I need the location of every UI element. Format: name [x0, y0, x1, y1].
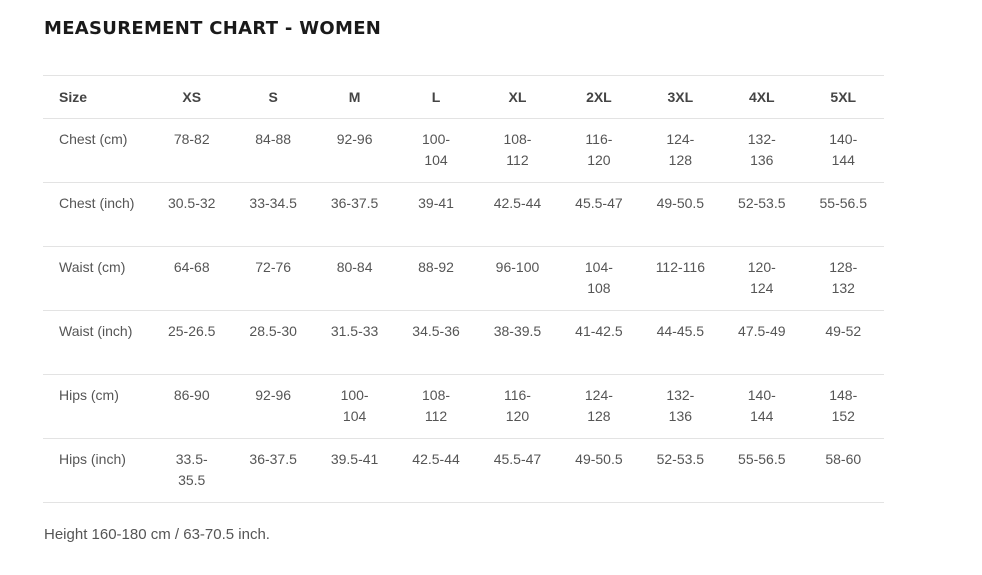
measurement-cell: 140-144 — [721, 374, 803, 439]
measurement-cell: 45.5-47 — [476, 438, 559, 503]
height-note: Height 160-180 cm / 63-70.5 inch. — [44, 526, 270, 543]
measurement-cell: 116-120 — [558, 118, 640, 183]
table-header-row: Size XS S M L XL 2XL 3XL 4XL 5XL — [43, 75, 884, 119]
page-title: MEASUREMENT CHART - WOMEN — [44, 18, 382, 39]
size-header: Size — [43, 75, 151, 119]
measurement-cell: 100-104 — [313, 374, 396, 439]
measurement-cell: 42.5-44 — [476, 182, 559, 247]
measurement-cell: 132-136 — [721, 118, 803, 183]
measurement-cell: 41-42.5 — [558, 310, 640, 375]
row-label: Waist (cm) — [43, 246, 151, 311]
measurement-cell: 108-112 — [395, 374, 477, 439]
measurement-cell: 39.5-41 — [313, 438, 396, 503]
measurement-cell: 92-96 — [232, 374, 314, 439]
table-row: Chest (inch) 30.5-32 33-34.5 36-37.5 39-41 42… — [43, 182, 884, 247]
measurement-cell: 78-82 — [151, 118, 233, 183]
measurement-cell: 104-108 — [558, 246, 640, 311]
size-column-header: XL — [476, 75, 559, 119]
measurement-cell: 39-41 — [395, 182, 477, 247]
size-column-header: XS — [151, 75, 233, 119]
measurement-cell: 38-39.5 — [476, 310, 559, 375]
measurement-cell: 30.5-32 — [151, 182, 233, 247]
measurement-cell: 108-112 — [476, 118, 559, 183]
measurement-cell: 64-68 — [151, 246, 233, 311]
measurement-cell: 124-128 — [558, 374, 640, 439]
table-row: Waist (cm) 64-68 72-76 80-84 88-92 96-100 104-… — [43, 246, 884, 311]
measurement-cell: 128-132 — [802, 246, 884, 311]
measurement-cell: 25-26.5 — [151, 310, 233, 375]
measurement-cell: 88-92 — [395, 246, 477, 311]
measurement-cell: 36-37.5 — [232, 438, 314, 503]
measurement-cell: 52-53.5 — [639, 438, 722, 503]
measurement-cell: 34.5-36 — [395, 310, 477, 375]
measurement-cell: 47.5-49 — [721, 310, 803, 375]
row-label: Chest (inch) — [43, 182, 151, 247]
size-column-header: 3XL — [639, 75, 722, 119]
measurement-cell: 55-56.5 — [721, 438, 803, 503]
measurement-cell: 84-88 — [232, 118, 314, 183]
measurement-cell: 52-53.5 — [721, 182, 803, 247]
measurement-cell: 49-52 — [802, 310, 884, 375]
table-row: Hips (inch) 33.5-35.5 36-37.5 39.5-41 42.5-4… — [43, 438, 884, 503]
size-column-header: 5XL — [802, 75, 884, 119]
table-row: Chest (cm) 78-82 84-88 92-96 100-104 108-112 1… — [43, 118, 884, 183]
measurement-cell: 124-128 — [639, 118, 722, 183]
size-column-header: M — [313, 75, 396, 119]
measurement-cell: 72-76 — [232, 246, 314, 311]
measurement-cell: 100-104 — [395, 118, 477, 183]
measurement-cell: 92-96 — [313, 118, 396, 183]
size-column-header: S — [232, 75, 314, 119]
row-label: Chest (cm) — [43, 118, 151, 183]
measurement-cell: 45.5-47 — [558, 182, 640, 247]
row-label: Hips (inch) — [43, 438, 151, 503]
measurement-cell: 31.5-33 — [313, 310, 396, 375]
measurement-cell: 96-100 — [476, 246, 559, 311]
size-column-header: 2XL — [558, 75, 640, 119]
size-column-header: L — [395, 75, 477, 119]
measurement-cell: 140-144 — [802, 118, 884, 183]
measurement-cell: 86-90 — [151, 374, 233, 439]
measurement-table: Size XS S M L XL 2XL 3XL 4XL 5XL Chest (cm) 78-82 8… — [43, 75, 884, 503]
measurement-cell: 33-34.5 — [232, 182, 314, 247]
measurement-cell: 120-124 — [721, 246, 803, 311]
measurement-cell: 36-37.5 — [313, 182, 396, 247]
table-row: Waist (inch) 25-26.5 28.5-30 31.5-33 34.5-36… — [43, 310, 884, 375]
row-label: Waist (inch) — [43, 310, 151, 375]
measurement-cell: 55-56.5 — [802, 182, 884, 247]
measurement-cell: 42.5-44 — [395, 438, 477, 503]
measurement-cell: 58-60 — [802, 438, 884, 503]
measurement-cell: 148-152 — [802, 374, 884, 439]
measurement-cell: 80-84 — [313, 246, 396, 311]
measurement-cell: 28.5-30 — [232, 310, 314, 375]
measurement-cell: 49-50.5 — [558, 438, 640, 503]
measurement-cell: 132-136 — [639, 374, 722, 439]
measurement-cell: 116-120 — [476, 374, 559, 439]
measurement-cell: 112-116 — [639, 246, 722, 311]
measurement-cell: 44-45.5 — [639, 310, 722, 375]
row-label: Hips (cm) — [43, 374, 151, 439]
measurement-cell: 33.5-35.5 — [151, 438, 233, 503]
table-row: Hips (cm) 86-90 92-96 100-104 108-112 116-120… — [43, 374, 884, 439]
measurement-cell: 49-50.5 — [639, 182, 722, 247]
size-column-header: 4XL — [721, 75, 803, 119]
